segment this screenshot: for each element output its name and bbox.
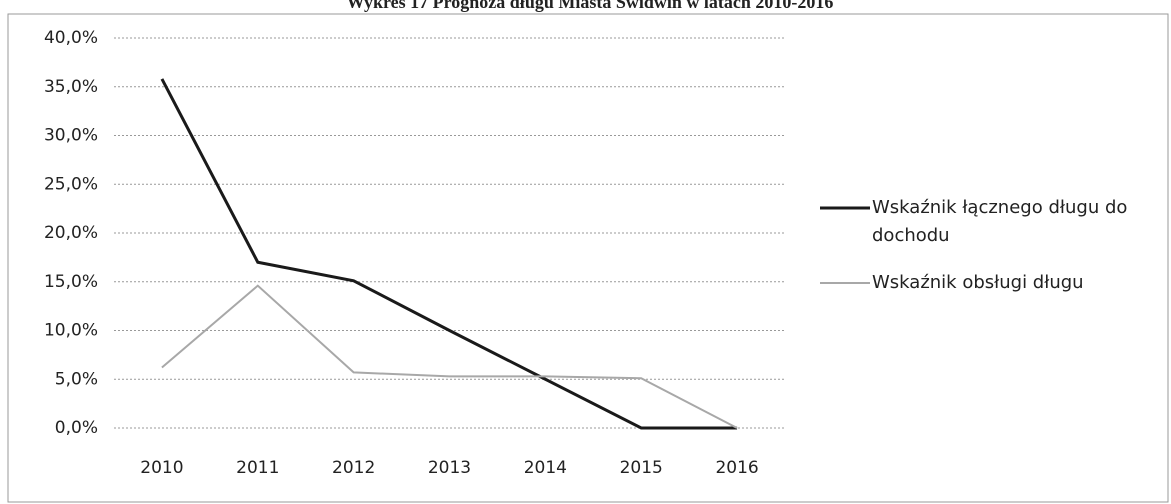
chart-title: Wykres 17 Prognoza długu Miasta Świdwin … (347, 0, 834, 12)
line-series (161, 284, 738, 429)
x-tick-label: 2014 (524, 458, 567, 478)
chart-frame (7, 13, 1169, 503)
y-tick-label: 25,0% (44, 174, 98, 194)
x-tick-label: 2010 (140, 458, 183, 478)
line-series (160, 78, 738, 430)
y-tick-label: 0,0% (55, 418, 98, 438)
x-tick-label: 2011 (236, 458, 279, 478)
x-tick-label: 2012 (332, 458, 375, 478)
legend-label: Wskaźnik łącznego długu do dochodu (872, 197, 1128, 246)
y-tick-label: 20,0% (44, 223, 98, 243)
y-tick-label: 35,0% (44, 77, 98, 97)
y-tick-label: 40,0% (44, 28, 98, 48)
legend-label: Wskaźnik obsługi długu (872, 272, 1084, 293)
x-tick-label: 2015 (620, 458, 663, 478)
x-tick-label: 2016 (715, 458, 758, 478)
y-tick-label: 15,0% (44, 272, 98, 292)
y-tick-label: 30,0% (44, 126, 98, 146)
y-tick-label: 10,0% (44, 321, 98, 341)
y-tick-label: 5,0% (55, 369, 98, 389)
x-tick-label: 2013 (428, 458, 471, 478)
